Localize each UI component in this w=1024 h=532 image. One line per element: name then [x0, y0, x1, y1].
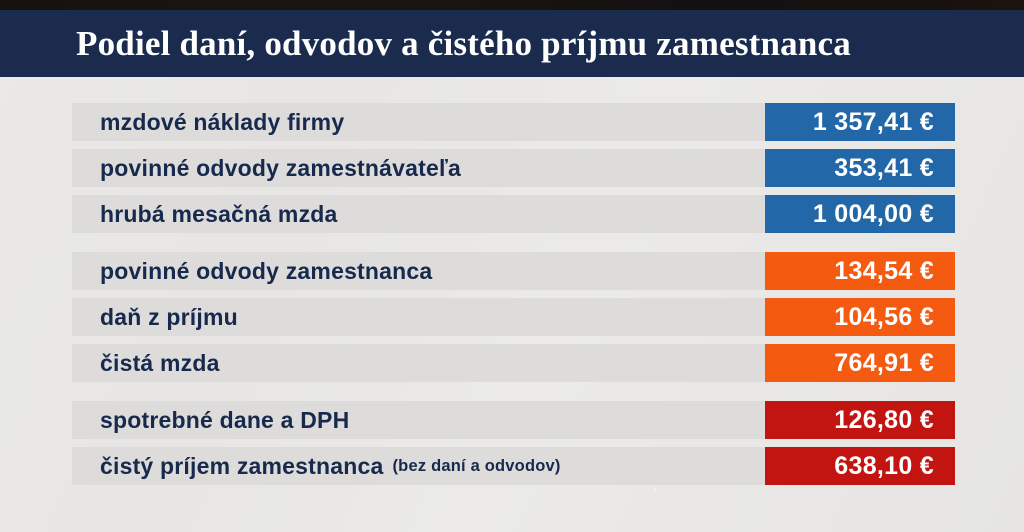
- header-bar: Podiel daní, odvodov a čistého príjmu za…: [0, 10, 1024, 77]
- group-employer-costs: mzdové náklady firmy 1 357,41 € povinné …: [72, 103, 955, 233]
- value-badge: 1 004,00 €: [765, 195, 955, 233]
- page-title: Podiel daní, odvodov a čistého príjmu za…: [76, 23, 851, 63]
- row-label: povinné odvody zamestnanca: [72, 252, 765, 290]
- value-badge: 638,10 €: [765, 447, 955, 485]
- table-row: hrubá mesačná mzda 1 004,00 €: [72, 195, 955, 233]
- group-net-income: spotrebné dane a DPH 126,80 € čistý príj…: [72, 401, 955, 485]
- row-label: mzdové náklady firmy: [72, 103, 765, 141]
- value-badge: 134,54 €: [765, 252, 955, 290]
- row-label-text: mzdové náklady firmy: [100, 108, 345, 135]
- table-row: daň z príjmu 104,56 €: [72, 298, 955, 336]
- row-label: spotrebné dane a DPH: [72, 401, 765, 439]
- value-badge: 126,80 €: [765, 401, 955, 439]
- value-badge: 1 357,41 €: [765, 103, 955, 141]
- table-row: spotrebné dane a DPH 126,80 €: [72, 401, 955, 439]
- row-label: daň z príjmu: [72, 298, 765, 336]
- table-row: čistý príjem zamestnanca (bez daní a odv…: [72, 447, 955, 485]
- group-employee-deductions: povinné odvody zamestnanca 134,54 € daň …: [72, 252, 955, 382]
- row-label: hrubá mesačná mzda: [72, 195, 765, 233]
- row-label-text: čistá mzda: [100, 349, 220, 376]
- row-label-text: povinné odvody zamestnávateľa: [100, 154, 462, 181]
- value-badge: 104,56 €: [765, 298, 955, 336]
- income-breakdown-table: mzdové náklady firmy 1 357,41 € povinné …: [72, 103, 955, 485]
- row-label-text: spotrebné dane a DPH: [100, 406, 350, 433]
- row-label-text: hrubá mesačná mzda: [100, 200, 338, 227]
- value-badge: 353,41 €: [765, 149, 955, 187]
- row-label-text: daň z príjmu: [100, 303, 238, 330]
- video-top-strip: [0, 0, 1024, 10]
- table-row: mzdové náklady firmy 1 357,41 €: [72, 103, 955, 141]
- table-row: povinné odvody zamestnanca 134,54 €: [72, 252, 955, 290]
- row-label: povinné odvody zamestnávateľa: [72, 149, 765, 187]
- value-badge: 764,91 €: [765, 344, 955, 382]
- row-label-text: čistý príjem zamestnanca: [100, 452, 384, 479]
- table-row: čistá mzda 764,91 €: [72, 344, 955, 382]
- row-label: čistý príjem zamestnanca (bez daní a odv…: [72, 447, 765, 485]
- row-label: čistá mzda: [72, 344, 765, 382]
- table-row: povinné odvody zamestnávateľa 353,41 €: [72, 149, 955, 187]
- row-label-note: (bez daní a odvodov): [392, 456, 561, 475]
- row-label-text: povinné odvody zamestnanca: [100, 257, 433, 284]
